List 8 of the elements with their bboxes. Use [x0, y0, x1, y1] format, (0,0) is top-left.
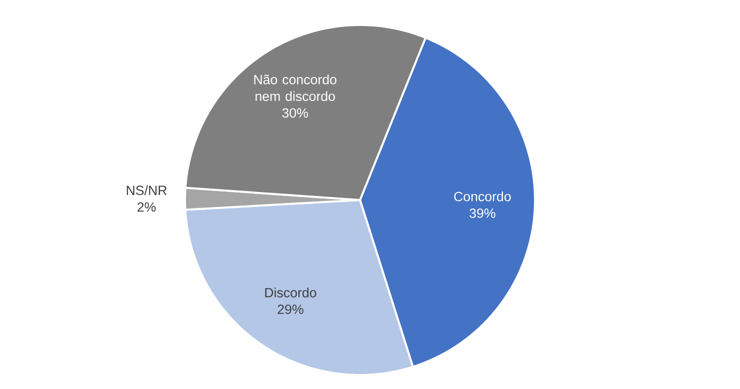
data-label: 30%: [282, 108, 308, 118]
data-label: 39%: [470, 208, 496, 218]
slice-label: Discordo: [265, 288, 316, 298]
data-label: 29%: [278, 304, 304, 314]
data-label: 2%: [138, 202, 156, 212]
slice-label: Concordo: [454, 191, 511, 202]
slice-label: Não concordo nem discordo: [254, 74, 336, 101]
slice-label: NS/NR: [126, 185, 167, 196]
